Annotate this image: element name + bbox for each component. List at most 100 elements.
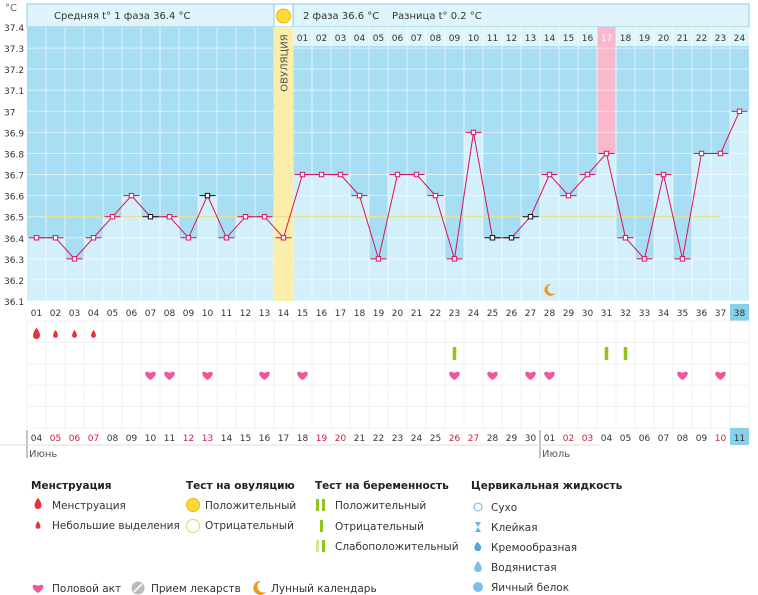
cycle-day-label: 31 — [601, 309, 612, 319]
date-label: 24 — [411, 434, 423, 444]
temperature-point — [109, 213, 116, 220]
date-label: 14 — [221, 434, 233, 444]
temperature-point — [356, 192, 363, 199]
y-tick-label: 36.2 — [4, 277, 24, 287]
temperature-bar — [198, 195, 217, 301]
legend-ovulation-negative-icon — [186, 519, 200, 533]
date-label: 28 — [487, 434, 499, 444]
legend-cervical-watery-icon — [474, 561, 482, 572]
pregnancy-test-icon — [623, 347, 628, 360]
legend-cervical-creamy-icon — [474, 542, 482, 552]
temperature-point — [147, 213, 154, 220]
cycle-day-label: 04 — [88, 309, 100, 319]
date-label: 16 — [259, 434, 271, 444]
temperature-point — [242, 213, 249, 220]
temperature-point — [679, 256, 686, 262]
intercourse-heart-icon — [202, 371, 213, 380]
legend-menstruation-title: Менструация — [31, 480, 111, 492]
temperature-point — [641, 256, 648, 262]
temperature-bar — [179, 237, 198, 301]
cycle-day-label: 36 — [696, 309, 708, 319]
temperature-point — [299, 171, 306, 178]
legend-moon-item: Лунный календарь — [271, 583, 377, 595]
cycle-day-label: 13 — [259, 309, 270, 319]
y-tick-label: 37.4 — [4, 24, 24, 34]
legend-cervical-eggwhite-icon — [473, 582, 483, 592]
cycle-day-label: 34 — [658, 309, 670, 319]
date-label: 11 — [164, 434, 175, 444]
ovulation-sun-icon — [276, 8, 291, 24]
cycle-day-label: 32 — [620, 309, 631, 319]
celsius-unit: °C — [5, 3, 17, 14]
post-ovulation-day-label: 18 — [620, 34, 632, 44]
intercourse-heart-icon — [487, 371, 498, 380]
date-label: 21 — [354, 434, 365, 444]
post-ovulation-day-label: 13 — [525, 34, 536, 44]
temperature-bar — [502, 237, 521, 301]
temperature-point — [489, 235, 496, 241]
cycle-day-label: 12 — [240, 309, 251, 319]
date-label: 04 — [31, 434, 43, 444]
y-tick-label: 36.7 — [4, 172, 24, 182]
date-label: 09 — [696, 434, 708, 444]
intercourse-heart-icon — [715, 371, 726, 380]
temperature-point — [717, 150, 724, 157]
temperature-bar — [559, 195, 578, 301]
post-ovulation-day-label: 01 — [297, 34, 308, 44]
legend-pregnancy-weak-icon — [316, 540, 319, 552]
cycle-day-label: 22 — [430, 309, 441, 319]
legend-pregnancy-positive-icon — [322, 499, 325, 511]
y-tick-label: 37.2 — [4, 66, 24, 76]
temperature-point — [527, 213, 534, 220]
temperature-point — [546, 171, 553, 178]
legend-medication-item: Прием лекарств — [151, 583, 241, 595]
temperature-point — [280, 235, 287, 241]
cycle-day-label: 37 — [715, 309, 726, 319]
temperature-bar — [711, 153, 730, 301]
cycle-day-label: 24 — [468, 309, 480, 319]
temperature-point — [508, 235, 515, 241]
post-ovulation-day-label: 03 — [335, 34, 346, 44]
header-strip: Средняя t° 1 фаза 36.4 °C 2 фаза 36.6 °C Р… — [26, 3, 750, 28]
post-ovulation-day-label: 21 — [677, 34, 688, 44]
date-label: 19 — [316, 434, 328, 444]
date-label: 08 — [677, 434, 689, 444]
cycle-day-label: 11 — [221, 309, 232, 319]
legend-spotting-icon — [35, 520, 41, 529]
temperature-point — [603, 150, 610, 157]
post-ovulation-day-label: 08 — [430, 34, 442, 44]
temperature-bar — [122, 195, 141, 301]
y-tick-label: 36.6 — [4, 193, 24, 203]
legend-ovulation-test-title: Тест на овуляцию — [186, 480, 295, 492]
temperature-bar — [27, 237, 46, 301]
temperature-point — [261, 213, 268, 220]
temperature-point — [90, 235, 97, 241]
legend-pregnancy-test-title: Тест на беременность — [315, 480, 449, 492]
temperature-bar — [84, 237, 103, 301]
temperature-point — [375, 256, 382, 262]
y-tick-label: 37.1 — [4, 87, 24, 97]
date-label: 30 — [525, 434, 537, 444]
temperature-bar — [350, 195, 369, 301]
intercourse-heart-icon — [164, 371, 175, 380]
phase2-average-text: 2 фаза 36.6 °C — [303, 11, 379, 22]
temperature-point — [128, 192, 135, 199]
post-ovulation-day-label: 22 — [696, 34, 707, 44]
legend-intercourse-icon — [32, 584, 44, 593]
date-axis: 04 05 06 07 08 09 10 11 12 13 14 15 16 17 18 19 20 21 22 23… — [0, 428, 749, 460]
temperature-point — [565, 192, 572, 199]
cycle-day-label: 19 — [373, 309, 385, 319]
y-tick-label: 36.9 — [4, 129, 24, 139]
temperature-point — [470, 129, 477, 136]
date-label: 20 — [335, 434, 347, 444]
cycle-day-axis: 01 02 03 04 05 06 07 08 09 10 11 12 13 14 15 16 17 18 19 20… — [31, 304, 749, 321]
legend-ovulation-positive-icon — [186, 498, 200, 512]
legend-cervical-item: Водянистая — [491, 562, 557, 574]
legend-cervical-item: Кремообразная — [491, 542, 577, 554]
month-label: Июнь — [29, 449, 57, 460]
post-ovulation-day-label: 10 — [468, 34, 480, 44]
legend-cervical-dry-icon — [473, 502, 483, 512]
post-ovulation-day-label: 07 — [411, 34, 422, 44]
date-label: 15 — [240, 434, 251, 444]
temperature-bar — [46, 237, 65, 301]
